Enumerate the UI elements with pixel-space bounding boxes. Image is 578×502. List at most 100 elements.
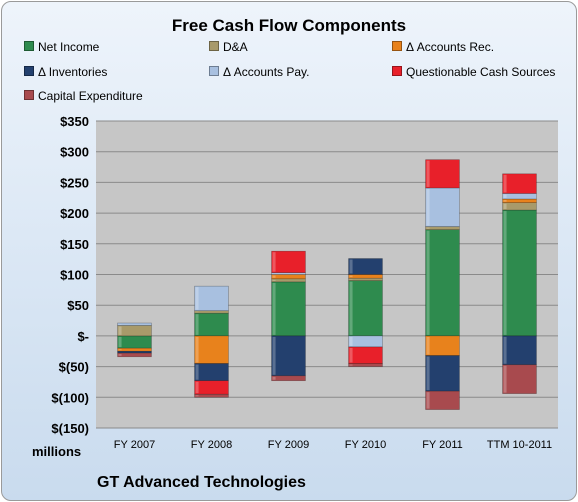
legend-swatch-inventories (24, 66, 34, 76)
bar-highlight (272, 275, 276, 278)
bar-highlight (195, 336, 199, 363)
x-tick-label: FY 2008 (191, 439, 232, 451)
bar-highlight (272, 282, 276, 335)
bar-highlight (349, 275, 353, 278)
y-tick-label: $(100) (51, 390, 89, 405)
legend-label-accounts-rec: Δ Accounts Rec. (406, 40, 495, 54)
legend-item-net-income: Net Income (24, 40, 99, 54)
bar-highlight (272, 336, 276, 375)
legend-item-accounts-pay: Δ Accounts Pay. (209, 65, 310, 79)
bar-segment (271, 278, 306, 283)
bar-segment (348, 274, 383, 279)
bar-segment (502, 364, 537, 394)
bar-highlight (272, 252, 276, 272)
bar-segment (271, 250, 306, 273)
bar-segment (194, 335, 229, 364)
bar-segment (194, 393, 229, 398)
bar-highlight (426, 160, 430, 187)
bar-segment (117, 335, 152, 349)
bar-segment (425, 226, 460, 230)
bar-segment (271, 335, 306, 377)
bar-highlight (503, 174, 507, 193)
bar-highlight (349, 259, 353, 274)
legend-swatch-accounts-rec (392, 41, 402, 51)
bar-segment (117, 325, 152, 337)
bar-highlight (426, 188, 430, 226)
legend-item-accounts-rec: Δ Accounts Rec. (392, 40, 494, 54)
y-tick-label: $200 (60, 206, 89, 221)
bar-segment (502, 193, 537, 200)
legend-item-questionable-cash: Questionable Cash Sources (392, 65, 555, 79)
x-tick-label: FY 2009 (268, 439, 309, 451)
bar-segment (271, 375, 306, 382)
bar-segment (194, 380, 229, 395)
y-tick-label: $350 (60, 114, 89, 129)
bar-highlight (349, 281, 353, 335)
y-tick-label: $50 (67, 298, 89, 313)
bar-segment (502, 202, 537, 211)
bar-highlight (195, 395, 199, 397)
bar-segment (194, 285, 229, 312)
y-tick-label: $100 (60, 268, 89, 283)
bar-segment (502, 173, 537, 194)
y-tick-label: $(50) (59, 360, 89, 375)
bar-segment (425, 335, 460, 356)
bar-highlight (272, 376, 276, 380)
y-tick-label: $250 (60, 175, 89, 190)
legend-item-capex: Capital Expenditure (24, 89, 143, 103)
bar-highlight (426, 356, 430, 391)
bar-segment (117, 347, 152, 352)
bar-segment (348, 335, 383, 348)
legend-label-da: D&A (223, 40, 248, 54)
bar-highlight (503, 365, 507, 393)
bar-segment (348, 280, 383, 337)
legend-swatch-da (209, 41, 219, 51)
legend-item-inventories: Δ Inventories (24, 65, 107, 79)
chart-title: Free Cash Flow Components (171, 16, 407, 35)
bar-highlight (195, 287, 199, 310)
bar-segment (502, 209, 537, 337)
legend-swatch-questionable-cash (392, 66, 402, 76)
bar-segment (271, 281, 306, 337)
bar-highlight (503, 194, 507, 198)
bar-highlight (195, 364, 199, 380)
legend-swatch-net-income (24, 41, 34, 51)
bar-highlight (426, 227, 430, 229)
y-tick-label: $- (77, 329, 89, 344)
bar-highlight (503, 203, 507, 210)
legend-swatch-accounts-pay (209, 66, 219, 76)
x-tick-label: TTM 10-2011 (487, 439, 552, 451)
bar-segment (271, 274, 306, 280)
bar-highlight (426, 392, 430, 409)
bar-segment (425, 159, 460, 189)
bar-highlight (349, 347, 353, 363)
bar-segment (117, 322, 152, 326)
bar-highlight (272, 279, 276, 281)
legend-label-capex: Capital Expenditure (38, 89, 143, 103)
bar-segment (425, 390, 460, 410)
bar-highlight (503, 336, 507, 364)
bar-highlight (426, 230, 430, 335)
bar-segment (348, 346, 383, 364)
bar-segment (194, 310, 229, 314)
bar-segment (425, 355, 460, 392)
bar-highlight (503, 211, 507, 335)
legend-label-accounts-pay: Δ Accounts Pay. (223, 65, 310, 79)
bar-segment (425, 229, 460, 337)
bar-highlight (349, 336, 353, 346)
bar-segment (194, 363, 229, 382)
company-name: GT Advanced Technologies (97, 474, 306, 491)
bar-segment (348, 277, 383, 281)
bar-segment (348, 258, 383, 275)
x-tick-label: FY 2010 (345, 439, 386, 451)
bar-highlight (118, 349, 122, 351)
bar-segment (425, 187, 460, 227)
bar-highlight (118, 336, 122, 348)
y-tick-label: $150 (60, 237, 89, 252)
bar-segment (194, 312, 229, 337)
legend-swatch-capex (24, 90, 34, 100)
y-tick-label: $300 (60, 145, 89, 160)
bar-segment (502, 198, 537, 203)
